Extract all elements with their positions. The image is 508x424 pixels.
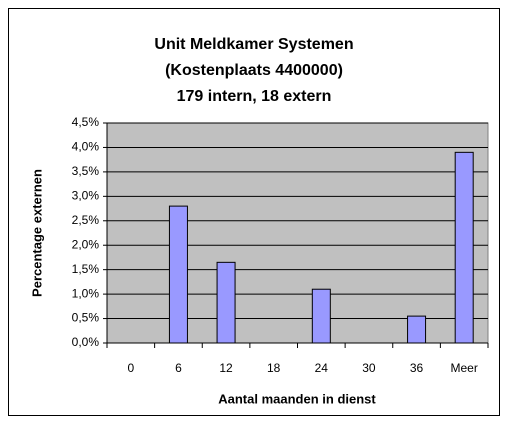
y-tick-label: 3,0% [72, 189, 100, 203]
y-tick-label: 1,5% [72, 262, 100, 276]
chart-title: Unit Meldkamer Systemen [154, 36, 353, 53]
bar [311, 288, 331, 344]
y-tick-label: 0,0% [72, 335, 100, 349]
plot-area [106, 122, 489, 344]
x-tick-label: 0 [127, 361, 134, 375]
y-tick-label: 4,0% [72, 140, 100, 154]
bar [454, 151, 474, 344]
y-tick-label: 2,5% [72, 213, 100, 227]
y-tick-label: 4,5% [72, 115, 100, 129]
y-tick-label: 2,0% [72, 237, 100, 251]
bar [168, 205, 188, 344]
y-axis-label: Percentage externen [29, 169, 44, 297]
x-tick-label: 30 [362, 361, 376, 375]
x-axis-label: Aantal maanden in dienst [218, 391, 376, 406]
x-tick-label: 36 [410, 361, 424, 375]
x-tick-label: 18 [267, 361, 281, 375]
bar [407, 315, 427, 344]
x-tick-label: 24 [315, 361, 329, 375]
x-tick-label: Meer [451, 361, 478, 375]
y-tick-label: 1,0% [72, 286, 100, 300]
y-tick-label: 3,5% [72, 164, 100, 178]
bar [216, 261, 236, 344]
chart-title: (Kostenplaats 4400000) [165, 62, 343, 79]
y-tick-label: 0,5% [72, 311, 100, 325]
x-tick-label: 12 [219, 361, 233, 375]
chart-title: 179 intern, 18 extern [177, 88, 332, 105]
x-tick-label: 6 [175, 361, 182, 375]
